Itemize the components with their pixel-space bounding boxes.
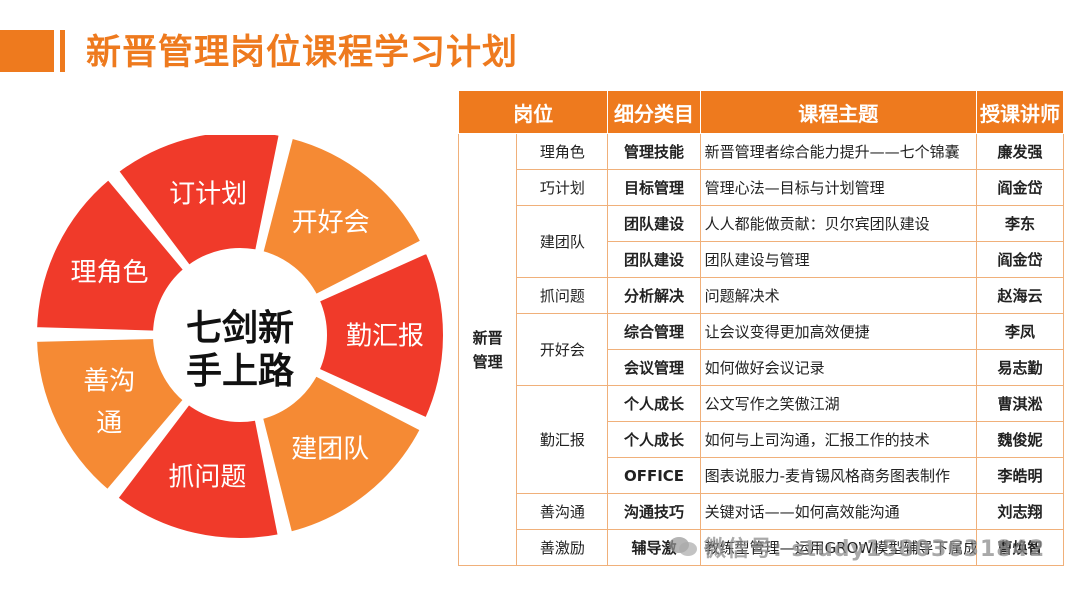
group-cell: 新晋 管理 [457, 133, 518, 566]
category-cell: OFFICE [607, 457, 701, 494]
position-cell: 善激励 [516, 529, 609, 566]
teacher-cell: 曹焕智 [975, 529, 1065, 566]
table-row: 个人成长 如何与上司沟通，汇报工作的技术 魏俊妮 [459, 421, 1065, 458]
position-cell: 开好会 [516, 313, 609, 386]
category-cell: 个人成长 [607, 421, 701, 458]
topic-cell: 教练型管理—运用GROW模型辅导下属成长 [699, 529, 977, 566]
category-cell: 辅导激 [607, 529, 701, 566]
page-title: 新晋管理岗位课程学习计划 [86, 33, 519, 73]
teacher-cell: 刘志翔 [975, 493, 1065, 530]
wheel-segment-label: 建团队 [291, 435, 369, 465]
title-bar-accent [0, 30, 54, 72]
topic-cell: 新晋管理者综合能力提升——七个锦囊 [699, 133, 977, 170]
table-row: OFFICE 图表说服力-麦肯锡风格商务图表制作 李皓明 [459, 457, 1065, 494]
wheel-center-line2: 手上路 [186, 351, 295, 392]
topic-cell: 让会议变得更加高效便捷 [699, 313, 977, 350]
wheel-segment-label: 开好会 [292, 208, 370, 238]
position-cell: 抓问题 [516, 277, 609, 314]
header-category: 细分类目 [607, 90, 701, 134]
teacher-cell: 李东 [975, 205, 1065, 242]
topic-cell: 团队建设与管理 [699, 241, 977, 278]
teacher-cell: 赵海云 [975, 277, 1065, 314]
category-cell: 会议管理 [607, 349, 701, 386]
wheel-segment [258, 371, 425, 537]
table-row: 善沟通 沟通技巧 关键对话——如何高效能沟通 刘志翔 [459, 493, 1065, 530]
header-teacher: 授课讲师 [975, 90, 1065, 134]
teacher-cell: 李皓明 [975, 457, 1065, 494]
table-row: 善激励 辅导激 教练型管理—运用GROW模型辅导下属成长 曹焕智 [459, 529, 1065, 566]
table-row: 巧计划 目标管理 管理心法—目标与计划管理 阎金岱 [459, 169, 1065, 206]
table-row: 抓问题 分析解决 问题解决术 赵海云 [459, 277, 1065, 314]
category-cell: 管理技能 [607, 133, 701, 170]
group-label-line2: 管理 [472, 352, 503, 371]
course-plan-table: 岗位 细分类目 课程主题 授课讲师 新晋 管理 理角色 管理技能 新晋管理者综合… [457, 90, 1065, 566]
category-cell: 分析解决 [607, 277, 701, 314]
wheel-center-line1: 七剑新 [186, 307, 294, 349]
header-topic: 课程主题 [699, 90, 977, 134]
teacher-cell: 李凤 [975, 313, 1065, 350]
wheel-segment [258, 135, 426, 300]
teacher-cell: 阎金岱 [975, 169, 1065, 206]
position-cell: 巧计划 [516, 169, 609, 206]
wechat-icon [669, 537, 697, 556]
topic-cell: 关键对话——如何高效能沟通 [699, 493, 977, 530]
category-cell: 个人成长 [607, 385, 701, 422]
teacher-cell: 廉发强 [975, 133, 1065, 170]
topic-cell: 管理心法—目标与计划管理 [699, 169, 977, 206]
table-row: 新晋 管理 理角色 管理技能 新晋管理者综合能力提升——七个锦囊 廉发强 [457, 133, 1065, 566]
wheel-segment [33, 334, 188, 495]
wheel-segment [114, 135, 283, 270]
wheel-segment-label: 勤汇报 [346, 321, 424, 351]
wheel-center [160, 255, 320, 415]
topic-cell: 如何与上司沟通，汇报工作的技术 [699, 421, 977, 458]
position-cell: 理角色 [516, 133, 609, 170]
wheel-segment [113, 399, 283, 542]
topic-cell: 人人都能做贡献：贝尔宾团队建设 [699, 205, 977, 242]
position-cell: 勤汇报 [516, 385, 609, 494]
table-header-row: 岗位 细分类目 课程主题 授课讲师 [457, 90, 1065, 134]
wheel-segment [33, 174, 189, 335]
category-cell: 目标管理 [607, 169, 701, 206]
category-cell: 综合管理 [607, 313, 701, 350]
table-row: 开好会 综合管理 让会议变得更加高效便捷 李凤 [459, 313, 1065, 386]
header-position: 岗位 [457, 90, 609, 134]
position-cell: 善沟通 [516, 493, 609, 530]
teacher-cell: 易志勤 [975, 349, 1065, 386]
topic-cell: 问题解决术 [699, 277, 977, 314]
wheel-segment-label: 通 [96, 409, 122, 439]
category-cell: 沟通技巧 [607, 493, 701, 530]
wheel-segment [314, 248, 447, 423]
teacher-cell: 阎金岱 [975, 241, 1065, 278]
category-cell: 团队建设 [607, 205, 701, 242]
category-cell: 团队建设 [607, 241, 701, 278]
topic-cell: 公文写作之笑傲江湖 [699, 385, 977, 422]
table-row: 会议管理 如何做好会议记录 易志勤 [459, 349, 1065, 386]
topic-cell: 图表说服力-麦肯锡风格商务图表制作 [699, 457, 977, 494]
teacher-cell: 曹淇淞 [975, 385, 1065, 422]
table-row: 勤汇报 个人成长 公文写作之笑傲江湖 曹淇淞 [459, 385, 1065, 494]
wechat-watermark: 微信号: study15803631842 [668, 530, 1058, 564]
position-cell: 建团队 [516, 205, 609, 278]
teacher-cell: 魏俊妮 [975, 421, 1065, 458]
wheel-segment-label: 善沟 [83, 367, 135, 397]
title-bar-stripe [60, 30, 65, 72]
wheel-segment-label: 抓问题 [168, 462, 246, 492]
wheel-segment-label: 订计划 [169, 180, 247, 210]
table-row: 建团队 团队建设 人人都能做贡献：贝尔宾团队建设 李东 [459, 205, 1065, 278]
watermark-text: 微信号: study15803631842 [704, 537, 1046, 562]
topic-cell: 如何做好会议记录 [699, 349, 977, 386]
group-label-line1: 新晋 [472, 328, 503, 347]
wheel-segment-label: 理角色 [71, 258, 149, 288]
